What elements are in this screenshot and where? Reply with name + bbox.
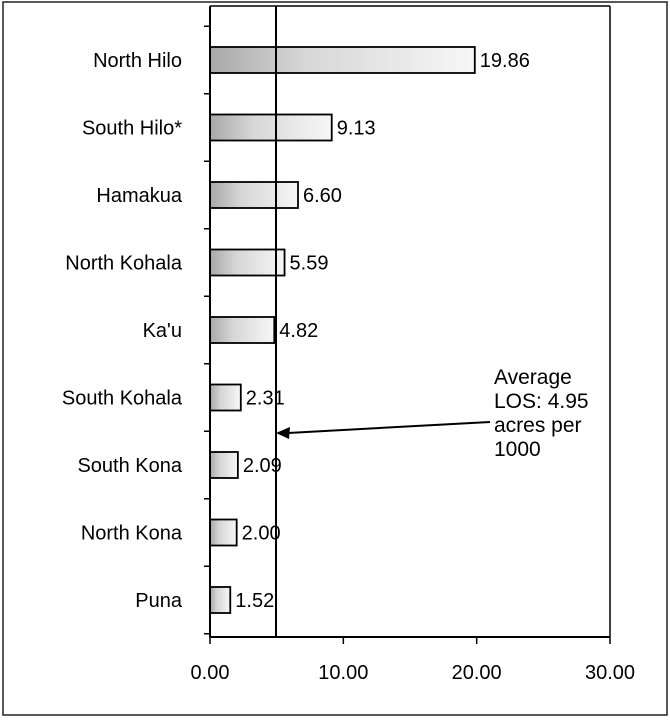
x-tick-label: 30.00 <box>585 662 635 684</box>
bar <box>209 46 476 74</box>
bar <box>209 586 232 614</box>
bar <box>209 316 276 344</box>
category-label: Hamakua <box>96 185 182 207</box>
bar-value-label: 2.09 <box>243 455 282 477</box>
category-label: South Kona <box>77 455 182 477</box>
annotation-line-3: acres per <box>494 414 582 437</box>
bar-value-label: 2.31 <box>246 388 285 410</box>
annotation-arrow-head <box>276 427 290 439</box>
bar-value-label: 1.52 <box>235 590 274 612</box>
bar <box>209 181 299 209</box>
bar-value-label: 19.86 <box>480 50 530 72</box>
x-tick-label: 0.00 <box>191 662 230 684</box>
category-label: South Kohala <box>62 388 183 410</box>
category-label: North Kona <box>81 523 183 545</box>
x-tick-label: 10.00 <box>318 662 368 684</box>
bar <box>209 451 239 479</box>
annotation-arrow-line <box>287 421 491 434</box>
bar-value-label: 4.82 <box>279 320 318 342</box>
category-label: Puna <box>135 590 183 612</box>
y-axis-ticks <box>204 25 210 635</box>
category-label: North Hilo <box>93 50 182 72</box>
bar-value-label: 6.60 <box>303 185 342 207</box>
annotation-line-2: LOS: 4.95 <box>494 390 589 413</box>
annotation-line-4: 1000 <box>494 438 541 461</box>
bar <box>209 518 238 547</box>
bar <box>209 248 286 277</box>
bar-value-label: 9.13 <box>337 118 376 140</box>
bar <box>209 113 333 142</box>
bar <box>209 383 242 412</box>
annotation-text: Average LOS: 4.95 acres per 1000 <box>494 366 594 461</box>
labels-layer: 19.86 North Hilo 9.13 South Hilo* 6.60 Hamaku… <box>62 50 530 612</box>
category-label: South Hilo* <box>82 118 182 140</box>
annotation-line-1: Average <box>494 366 572 389</box>
category-label: Ka'u <box>143 320 182 342</box>
bar-value-label: 2.00 <box>242 523 281 545</box>
x-axis-ticks: 0.00 10.00 20.00 30.00 <box>191 637 635 684</box>
x-tick-label: 20.00 <box>452 662 502 684</box>
bar-value-label: 5.59 <box>290 253 329 275</box>
category-label: North Kohala <box>65 253 183 275</box>
